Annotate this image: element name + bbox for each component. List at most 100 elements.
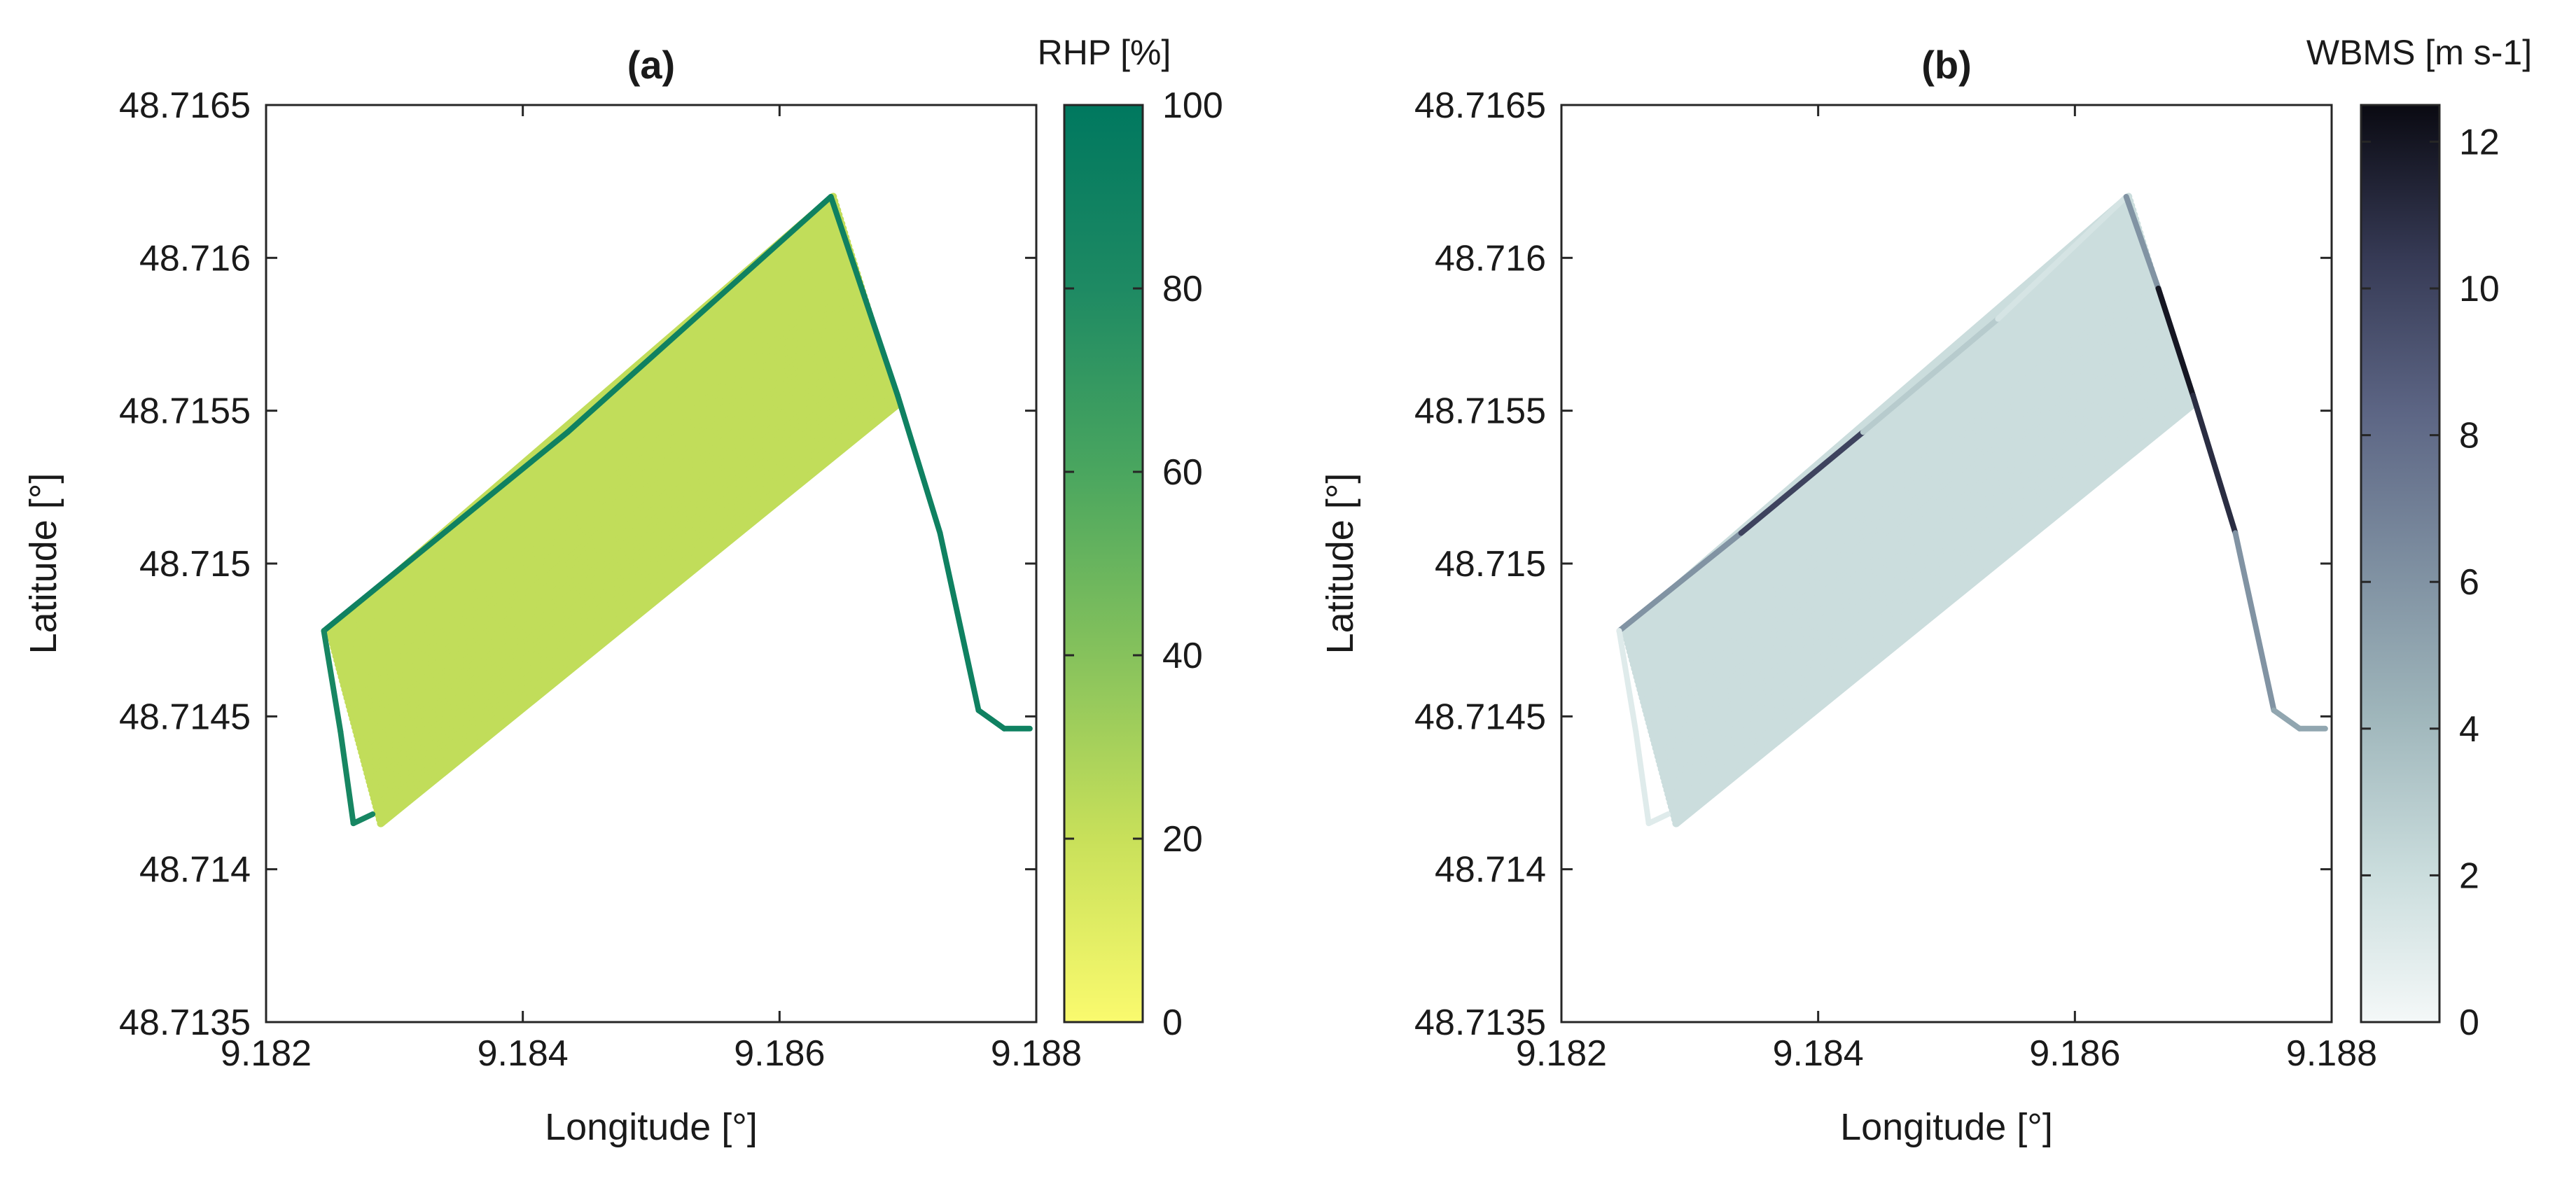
field-pass-a-10 <box>336 238 851 677</box>
field-pass-a-28 <box>356 319 877 753</box>
field-pass-b-17 <box>1640 270 2157 706</box>
field-pass-b-38 <box>1663 364 2186 794</box>
colorbar-gradient-a <box>1064 105 1143 1022</box>
field-pass-a-11 <box>337 242 853 681</box>
y-tick-label-a-1: 48.716 <box>139 238 251 279</box>
y-tick-label-a-2: 48.7155 <box>119 391 251 432</box>
field-pass-b-28 <box>1652 319 2172 753</box>
field-pass-b-15 <box>1637 260 2154 698</box>
field-pass-a-3 <box>328 206 842 648</box>
track-segment-b-0 <box>1616 530 1744 634</box>
field-pass-a-24 <box>352 301 871 736</box>
track-segment-a-2 <box>828 194 900 398</box>
field-pass-a-26 <box>354 310 874 744</box>
track-segment-a-5 <box>975 707 1008 732</box>
field-pass-b-13 <box>1635 251 2151 690</box>
track-segment-a-0 <box>321 429 571 634</box>
field-pass-a-8 <box>334 229 849 669</box>
field-pass-b-10 <box>1631 238 2147 677</box>
track-segment-a-1 <box>564 194 834 435</box>
x-tick-label-b-1: 9.184 <box>1773 1033 1864 1074</box>
y-tick-label-b-1: 48.716 <box>1435 238 1546 279</box>
headland-segment-b-2 <box>1645 811 1671 827</box>
field-pass-b-18 <box>1641 274 2158 711</box>
field-pass-a-12 <box>339 246 854 685</box>
field-pass-a-41 <box>371 378 895 806</box>
field-pass-a-4 <box>330 211 843 652</box>
x-tick-label-b-3: 9.188 <box>2286 1033 2377 1074</box>
field-pass-a-40 <box>370 373 893 802</box>
y-tick-label-b-5: 48.714 <box>1435 850 1546 890</box>
field-pass-a-14 <box>341 256 857 694</box>
track-segment-b-7 <box>2232 530 2277 713</box>
field-pass-a-5 <box>330 215 844 656</box>
field-pass-a-2 <box>328 202 840 643</box>
colorbar-ticks-b: 0 2 4 6 8 10 12 <box>2361 122 2500 1043</box>
field-pass-a-7 <box>333 224 847 664</box>
field-pass-b-46 <box>1672 400 2196 827</box>
x-tick-label-b-2: 9.186 <box>2029 1033 2120 1074</box>
field-pass-a-37 <box>366 360 889 790</box>
field-pass-a-32 <box>361 337 882 769</box>
field-pass-b-34 <box>1659 346 2180 777</box>
colorbar-tick-label-a-0: 0 <box>1162 1002 1183 1043</box>
field-pass-b-7 <box>1629 224 2143 664</box>
field-pass-a-17 <box>344 270 861 706</box>
y-axis-label-a: Latitude [°] <box>22 473 64 655</box>
field-pass-a-36 <box>365 355 888 785</box>
field-pass-a-33 <box>362 342 884 773</box>
field-pass-a-35 <box>364 351 886 781</box>
field-pass-a-34 <box>363 346 885 777</box>
field-pass-b-2 <box>1623 202 2136 643</box>
track-segment-b-2 <box>1860 316 2001 435</box>
field-pass-b-37 <box>1662 360 2185 790</box>
field-pass-a-22 <box>350 292 868 727</box>
field-pass-b-14 <box>1636 256 2152 694</box>
field-pass-a-39 <box>369 369 892 798</box>
x-tick-label-b-0: 9.182 <box>1516 1033 1607 1074</box>
field-pass-b-42 <box>1667 382 2192 811</box>
field-pass-b-35 <box>1659 351 2182 781</box>
track-segment-b-5 <box>2155 286 2196 398</box>
field-pass-b-12 <box>1634 246 2150 685</box>
field-pass-a-29 <box>358 323 878 756</box>
colorbar-tick-label-a-5: 100 <box>1162 85 1223 126</box>
field-pass-b-43 <box>1669 387 2193 815</box>
colorbar-title-b: WBMS [m s-1] <box>2306 33 2532 72</box>
track-segment-b-6 <box>2190 392 2239 536</box>
field-pass-a-30 <box>358 328 879 760</box>
panel-b-title: (b) <box>1921 43 1972 87</box>
colorbar-title-a: RHP [%] <box>1038 33 1171 72</box>
colorbar-ticks-a: 0 20 40 60 80 100 <box>1064 85 1223 1043</box>
y-axis-label-b: Latitude [°] <box>1319 473 1361 655</box>
field-pass-a-45 <box>375 396 900 823</box>
field-pass-b-20 <box>1643 283 2161 719</box>
colorbar-frame-a <box>1063 104 1144 1023</box>
x-axis-label-b: Longitude [°] <box>1840 1106 2053 1148</box>
field-pass-b-27 <box>1651 314 2171 748</box>
y-tick-label-a-5: 48.714 <box>139 850 251 890</box>
field-pass-b-6 <box>1627 220 2141 660</box>
x-axis-a: 9.182 9.184 9.186 9.188 <box>221 105 1082 1074</box>
field-pass-a-43 <box>373 387 898 815</box>
y-tick-label-a-0: 48.7165 <box>119 85 251 126</box>
colorbar-tick-label-b-3: 6 <box>2459 562 2479 603</box>
y-tick-label-b-6: 48.7135 <box>1414 1002 1546 1043</box>
y-axis-a: 48.7165 48.716 48.7155 48.715 48.7145 48.714 4… <box>119 85 1036 1043</box>
field-pass-b-16 <box>1638 265 2155 702</box>
field-pass-b-11 <box>1633 242 2148 681</box>
y-tick-label-b-3: 48.715 <box>1435 544 1546 585</box>
field-pass-b-23 <box>1646 296 2165 732</box>
field-pass-a-31 <box>360 333 881 764</box>
colorbar-tick-label-a-2: 40 <box>1162 636 1203 676</box>
field-pass-a-44 <box>375 391 899 819</box>
field-pass-a-21 <box>349 288 867 723</box>
x-tick-label-a-1: 9.184 <box>478 1033 569 1074</box>
field-pass-a-18 <box>345 274 863 711</box>
field-pass-a-25 <box>353 305 872 740</box>
track-segment-b-4 <box>2123 194 2161 291</box>
field-pass-a-38 <box>368 364 891 794</box>
colorbar-a: RHP [%] 0 20 40 60 80 100 <box>1038 33 1223 1043</box>
field-pass-a-19 <box>347 279 864 715</box>
